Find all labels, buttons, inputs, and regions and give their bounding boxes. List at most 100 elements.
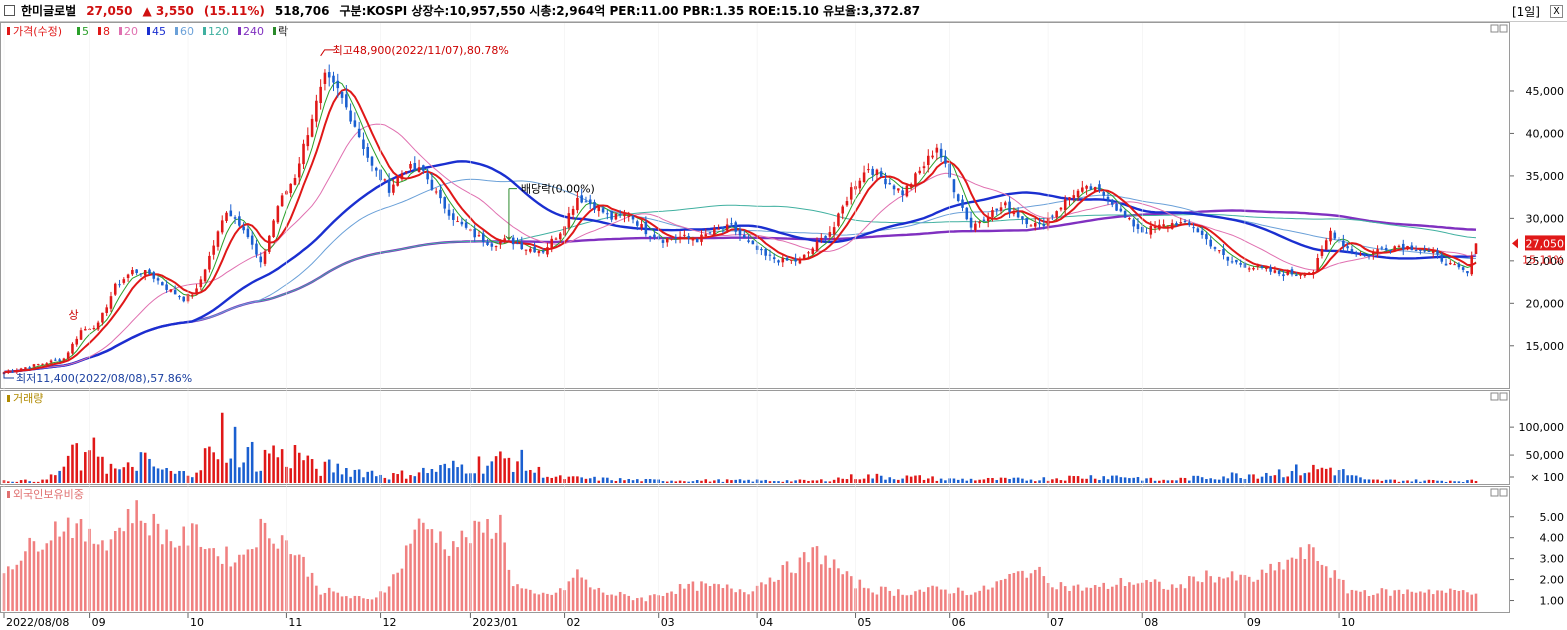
- foreign-ratio-bar: [323, 592, 327, 611]
- volume-bar: [978, 479, 981, 483]
- volume-legend: 거래량: [13, 392, 43, 405]
- candle-body: [315, 100, 318, 122]
- foreign-ratio-bar: [464, 537, 468, 611]
- volume-bar: [32, 481, 36, 483]
- candle-body: [165, 284, 168, 290]
- foreign-ratio-bar: [96, 544, 100, 611]
- volume-bar: [901, 478, 904, 483]
- candle-body: [1431, 251, 1435, 254]
- volume-panel-controls[interactable]: [1490, 392, 1508, 401]
- volume-bar: [1453, 481, 1456, 483]
- candle-body: [143, 270, 147, 276]
- volume-bar: [1016, 477, 1020, 483]
- annotations: 최고48,900(2022/11/07),80.78% 최저11,400(2022…: [3, 44, 1565, 385]
- candle-body: [1128, 218, 1131, 220]
- foreign-ratio-bar: [139, 520, 143, 611]
- x-tick-label: 12: [383, 616, 397, 629]
- ma-legend-marker: [77, 27, 80, 35]
- candle-body: [794, 258, 797, 262]
- period-selector[interactable]: [1일]: [1511, 5, 1540, 19]
- dividend-annotation: 배당락(0.00%): [521, 183, 595, 196]
- volume-bar: [1367, 479, 1371, 483]
- volume-bar: [366, 471, 370, 483]
- candle-body: [220, 220, 224, 233]
- candle-body: [332, 75, 335, 83]
- candle-body: [242, 226, 245, 231]
- candle-body: [490, 243, 494, 247]
- price-panel-controls[interactable]: [1490, 24, 1508, 33]
- candle-body: [268, 235, 271, 252]
- foreign-ratio-bar: [473, 520, 476, 611]
- candle-body: [837, 213, 840, 226]
- price-tick-label: 40,000: [1526, 127, 1565, 140]
- foreign-ratio-bar: [524, 588, 528, 611]
- volume-bar: [1072, 476, 1076, 483]
- volume-bar: [443, 463, 447, 483]
- stock-name[interactable]: 한미글로벌: [21, 4, 77, 18]
- candle-body: [1213, 247, 1217, 249]
- foreign-ratio-bar: [738, 589, 742, 611]
- foreign-ratio-bar: [546, 593, 549, 611]
- foreign-ratio-bar: [1166, 589, 1170, 611]
- foreign-ratio-bar: [1401, 593, 1405, 611]
- candle-body: [131, 269, 134, 275]
- candle-body: [1282, 274, 1285, 277]
- volume-bar: [704, 479, 708, 483]
- foreign-ratio-bar: [1192, 576, 1195, 611]
- candle-body: [713, 228, 716, 235]
- candle-body: [1110, 199, 1114, 205]
- candle-body: [961, 199, 964, 208]
- volume-bar: [1188, 480, 1191, 483]
- close-button[interactable]: X: [1550, 5, 1563, 18]
- foreign-ratio-bar: [1299, 547, 1302, 611]
- candle-body: [1021, 216, 1024, 220]
- foreign-ratio-bar: [837, 568, 840, 611]
- foreign-ratio-bar: [931, 585, 934, 611]
- volume-legend-marker: [7, 395, 10, 402]
- volume-bar: [28, 481, 31, 483]
- last-price-arrow: [1512, 238, 1518, 249]
- foreign-panel-controls[interactable]: [1490, 488, 1508, 497]
- candle-body: [246, 228, 250, 238]
- foreign-ratio-bar: [909, 594, 913, 611]
- candle-body: [974, 223, 977, 231]
- candle-body: [1423, 250, 1426, 252]
- volume-bar: [695, 480, 699, 483]
- candle-body: [1093, 186, 1097, 192]
- candle-body: [404, 171, 408, 173]
- candle-body: [152, 272, 156, 279]
- foreign-ratio-bar: [1093, 585, 1097, 611]
- candle-body: [1183, 220, 1187, 222]
- candle-body: [1397, 245, 1401, 248]
- candle-body: [1042, 223, 1046, 227]
- volume-bar: [1354, 475, 1358, 483]
- candle-body: [777, 260, 780, 263]
- volume-bar: [11, 481, 14, 483]
- volume-bar: [610, 480, 613, 483]
- select-checkbox[interactable]: [4, 5, 15, 16]
- candle-body: [349, 110, 352, 122]
- foreign-ratio-bar: [820, 564, 823, 611]
- candle-body: [918, 170, 922, 174]
- foreign-ratio-bar: [19, 560, 23, 611]
- foreign-ratio-bar: [332, 591, 335, 611]
- foreign-ratio-bar: [533, 593, 536, 611]
- volume-bar: [815, 480, 819, 483]
- foreign-ratio-bar: [862, 587, 866, 611]
- candle-body: [978, 221, 981, 224]
- candle-body: [169, 289, 173, 292]
- foreign-ratio-bar: [687, 583, 690, 611]
- foreign-ratio-bar: [1033, 569, 1037, 611]
- candle-body: [511, 237, 515, 245]
- volume-bar: [576, 476, 579, 483]
- volume-bar: [1213, 479, 1217, 483]
- volume-bar: [785, 480, 789, 483]
- candle-body: [1247, 268, 1251, 270]
- foreign-ratio-bar: [879, 586, 883, 611]
- foreign-ratio-bar: [366, 599, 370, 611]
- candle-body: [627, 215, 631, 217]
- foreign-ratio-bar: [768, 577, 772, 611]
- candle-body: [571, 208, 575, 215]
- candle-body: [1457, 263, 1461, 268]
